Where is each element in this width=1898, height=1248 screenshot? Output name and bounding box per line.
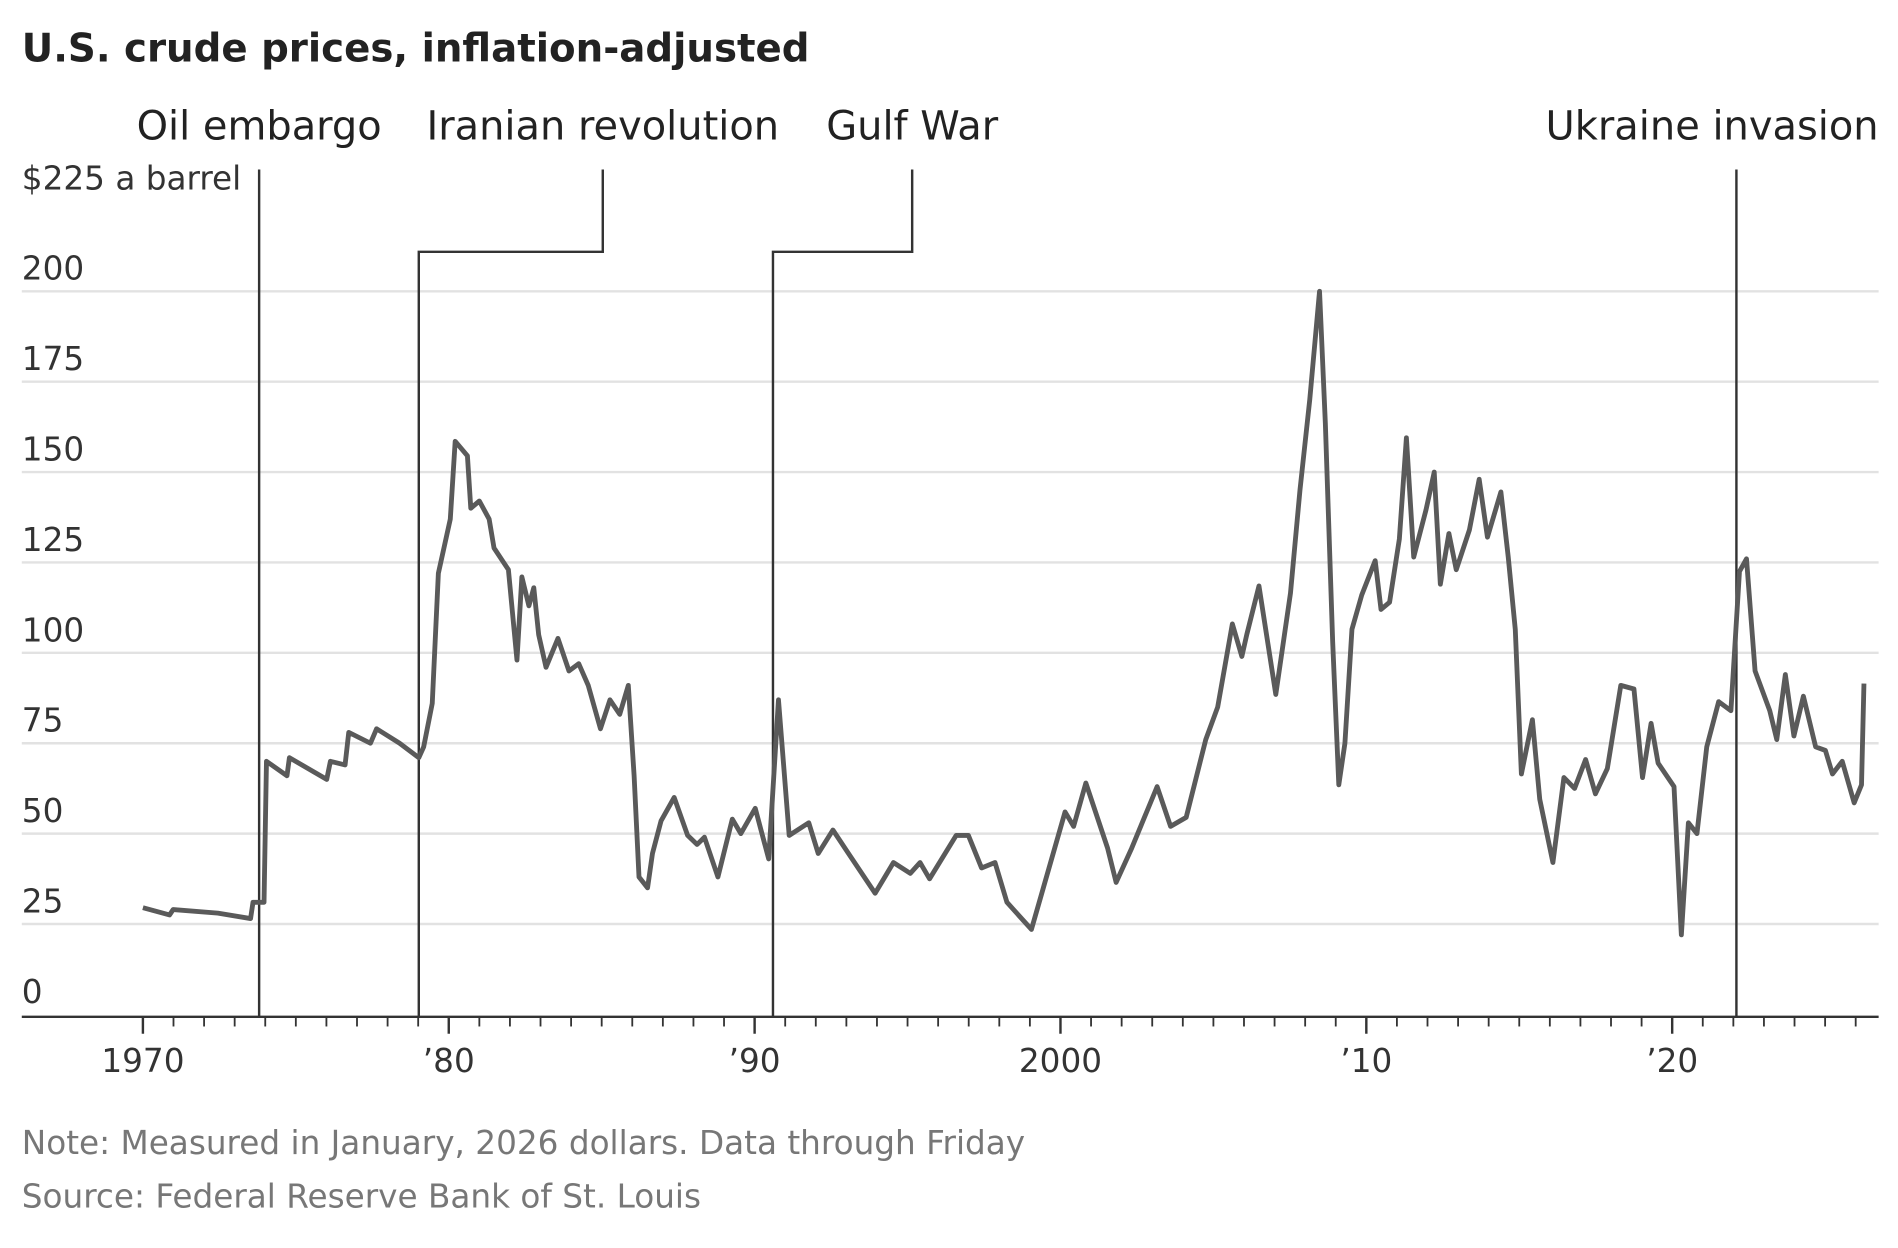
y-tick-label: 100 — [22, 611, 84, 649]
y-tick-label: 175 — [22, 340, 84, 378]
y-tick-label: 50 — [22, 792, 64, 830]
event-label: Iranian revolution — [426, 103, 779, 149]
event-label: Oil embargo — [137, 103, 382, 149]
event-line — [417, 169, 604, 1017]
price-line — [142, 288, 1867, 938]
event-label: Ukraine invasion — [1546, 103, 1879, 149]
x-tick-label: ’80 — [423, 1042, 475, 1080]
source: Source: Federal Reserve Bank of St. Loui… — [22, 1177, 701, 1215]
chart-title: U.S. crude prices, inflation-adjusted — [22, 26, 810, 71]
x-tick-label: 2000 — [1019, 1042, 1102, 1080]
x-tick-label: ’90 — [729, 1042, 781, 1080]
y-tick-label: 200 — [22, 250, 84, 288]
y-tick-label: 125 — [22, 521, 84, 559]
y-tick-label: $225 a barrel — [22, 159, 241, 197]
y-tick-label: 150 — [22, 431, 84, 469]
x-tick-label: ’20 — [1646, 1042, 1698, 1080]
x-tick-label: 1970 — [101, 1042, 184, 1080]
y-tick-label: 75 — [22, 702, 64, 740]
y-tick-label: 25 — [22, 882, 64, 920]
y-tick-label: 0 — [22, 973, 43, 1011]
note: Note: Measured in January, 2026 dollars.… — [22, 1124, 1025, 1162]
event-line — [771, 169, 914, 1017]
x-tick-label: ’10 — [1340, 1042, 1392, 1080]
event-label: Gulf War — [826, 103, 999, 149]
